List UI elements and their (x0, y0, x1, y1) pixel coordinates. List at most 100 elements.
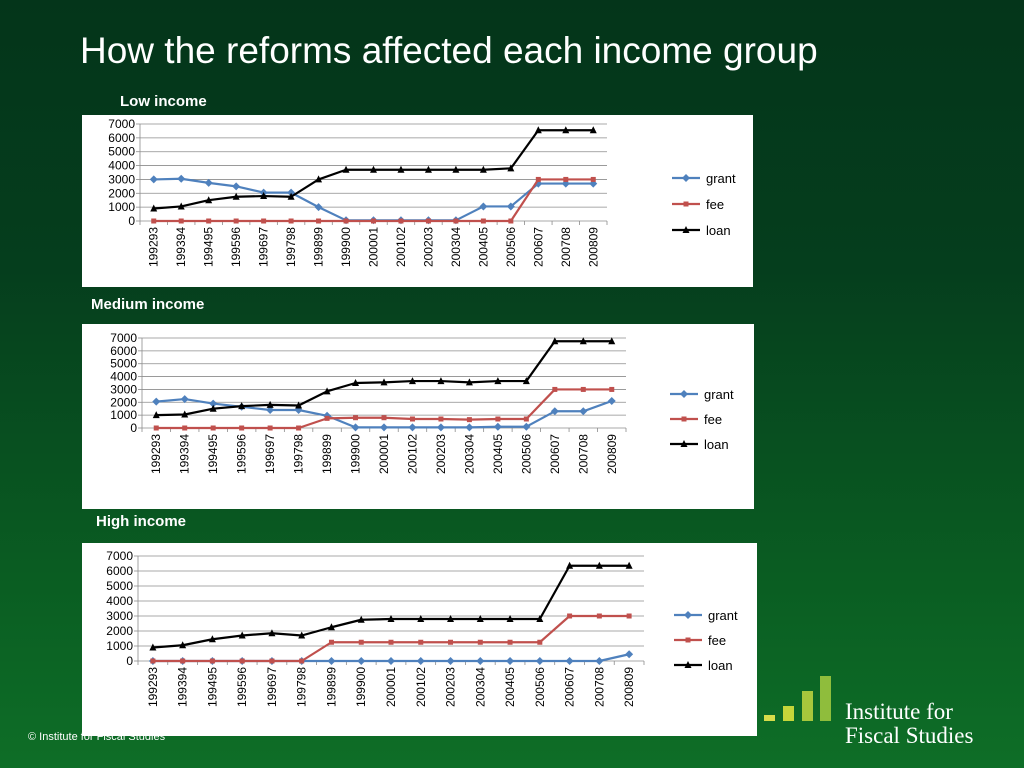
low-fee-data-point (261, 218, 267, 224)
low-fee-data-point (151, 218, 157, 224)
low-y-tick-label: 3000 (108, 172, 135, 186)
high-fee-data-point (358, 639, 364, 645)
high-x-tick-label: 200102 (414, 667, 428, 707)
high-x-tick-label: 199798 (295, 667, 309, 707)
low-grant-data-point (149, 175, 158, 184)
high-legend-fee-marker (685, 637, 691, 643)
medium-legend-grant-marker (680, 390, 688, 398)
medium-fee-data-point (409, 416, 415, 422)
low-loan-data-point (205, 196, 213, 204)
low-fee-data-point (563, 176, 569, 182)
high-y-tick-label: 3000 (106, 609, 133, 623)
high-loan-data-point (208, 635, 216, 643)
medium-grant-data-point (436, 423, 445, 432)
medium-loan-data-point (551, 337, 559, 345)
low-loan-data-point (370, 165, 377, 173)
medium-y-tick-label: 3000 (110, 382, 137, 396)
high-fee-data-point (507, 639, 513, 645)
high-x-tick-label: 200506 (533, 667, 547, 707)
logo-bar-3 (802, 691, 813, 721)
low-x-tick-label: 200607 (531, 227, 545, 267)
high-grant-data-point (446, 657, 455, 665)
medium-grant-data-point (380, 423, 388, 432)
high-fee-data-point (537, 639, 543, 645)
medium-loan-data-point (323, 387, 331, 395)
high-x-tick-label: 199293 (146, 667, 160, 707)
medium-fee-data-point (353, 415, 359, 421)
low-grant-data-point (314, 203, 323, 212)
high-grant-data-point (535, 657, 544, 665)
low-loan-data-point (479, 165, 487, 173)
low-grant-data-point (232, 182, 241, 191)
low-x-tick-label: 200304 (449, 227, 463, 267)
high-y-tick-label: 4000 (106, 594, 133, 608)
high-grant-data-point (416, 657, 425, 665)
medium-x-tick-label: 199697 (263, 434, 277, 474)
high-grant-data-point (595, 657, 604, 665)
medium-income-chart: 0 1000 2000 3000 4000 5000 6000 7000 199293 19939… (82, 324, 754, 509)
low-x-tick-label: 200203 (421, 227, 435, 267)
high-loan-data-point (595, 561, 603, 569)
medium-x-tick-label: 200405 (491, 434, 505, 474)
high-x-tick-label: 200405 (503, 667, 517, 707)
medium-y-tick-label: 7000 (110, 331, 137, 345)
medium-loan-data-point (579, 337, 587, 345)
low-fee-data-point (178, 218, 184, 224)
low-x-tick-label: 199394 (174, 227, 188, 267)
medium-grant-data-point (550, 407, 559, 416)
low-x-tick-label: 200708 (559, 227, 573, 267)
high-fee-data-point (448, 639, 454, 645)
low-x-tick-label: 200001 (367, 227, 381, 267)
panel-label-low-income: Low income (120, 93, 207, 110)
high-loan-data-point (447, 615, 455, 622)
high-fee-data-point (328, 639, 334, 645)
high-fee-data-point (596, 613, 602, 619)
medium-fee-data-point (267, 425, 273, 431)
high-x-tick-label: 199394 (176, 667, 190, 707)
high-grant-data-point (506, 657, 515, 665)
medium-fee-data-point (552, 386, 558, 392)
high-x-tick-label: 199596 (235, 667, 249, 707)
medium-x-tick-label: 200102 (405, 434, 419, 474)
low-x-tick-label: 200405 (476, 227, 490, 267)
medium-grant-data-point (180, 395, 189, 404)
low-loan-data-point (397, 165, 405, 173)
high-x-tick-label: 199495 (205, 667, 219, 707)
medium-x-tick-label: 200708 (576, 434, 590, 474)
panel-label-high-income: High income (96, 513, 187, 530)
medium-grant-data-point (522, 422, 531, 431)
low-fee-data-point (371, 218, 376, 224)
high-legend-loan-marker (684, 661, 692, 668)
low-loan-data-point (315, 175, 323, 183)
medium-loan-data-point (380, 378, 388, 386)
low-fee-data-point (590, 176, 596, 182)
medium-y-tick-label: 4000 (110, 370, 137, 384)
low-grant-data-point (177, 174, 186, 183)
high-fee-data-point (418, 639, 424, 645)
medium-x-tick-label: 199596 (235, 434, 249, 474)
medium-fee-data-point (210, 425, 216, 431)
medium-x-tick-label: 199293 (149, 434, 163, 474)
high-x-tick-label: 199899 (324, 667, 338, 707)
medium-x-tick-label: 200304 (462, 434, 476, 474)
medium-x-tick-label: 200506 (519, 434, 533, 474)
medium-x-tick-label: 199798 (292, 434, 306, 474)
medium-y-tick-label: 6000 (110, 344, 137, 358)
high-y-tick-label: 6000 (106, 564, 133, 578)
high-fee-data-point (180, 658, 186, 664)
medium-x-tick-label: 200203 (434, 434, 448, 474)
high-loan-data-point (476, 615, 484, 622)
low-grant-data-point (479, 202, 488, 211)
medium-x-tick-label: 200607 (548, 434, 562, 474)
low-x-tick-label: 199596 (229, 227, 243, 267)
low-legend-fee-marker (683, 201, 689, 207)
copyright-footer: © Institute for Fiscal Studies (28, 731, 166, 743)
medium-loan-data-point (266, 400, 274, 408)
high-loan-data-point (566, 561, 574, 569)
medium-fee-data-point (239, 425, 245, 431)
medium-loan-data-point (494, 377, 502, 385)
low-loan-data-point (452, 165, 460, 173)
medium-x-tick-label: 199900 (349, 434, 363, 474)
